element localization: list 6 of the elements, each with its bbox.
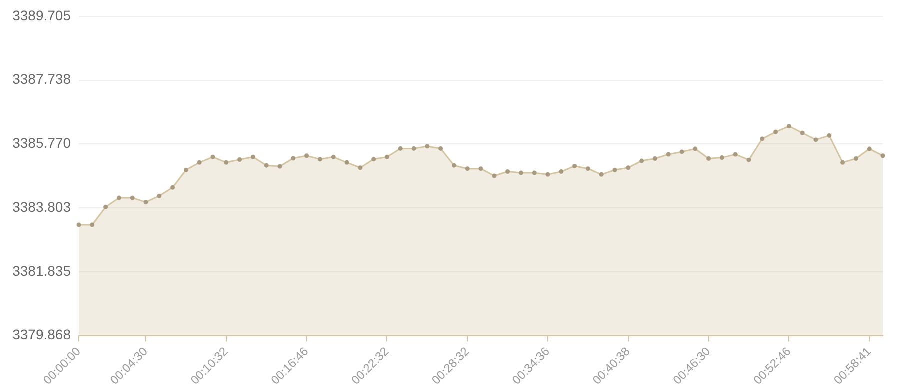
- y-tick-label: 3385.770: [12, 135, 72, 152]
- y-tick-label: 3379.868: [12, 326, 72, 343]
- y-tick-label: 3387.738: [12, 71, 72, 88]
- y-tick-label: 3383.803: [12, 198, 72, 215]
- y-tick-label: 3389.705: [12, 7, 72, 24]
- y-tick-label: 3381.835: [12, 262, 72, 279]
